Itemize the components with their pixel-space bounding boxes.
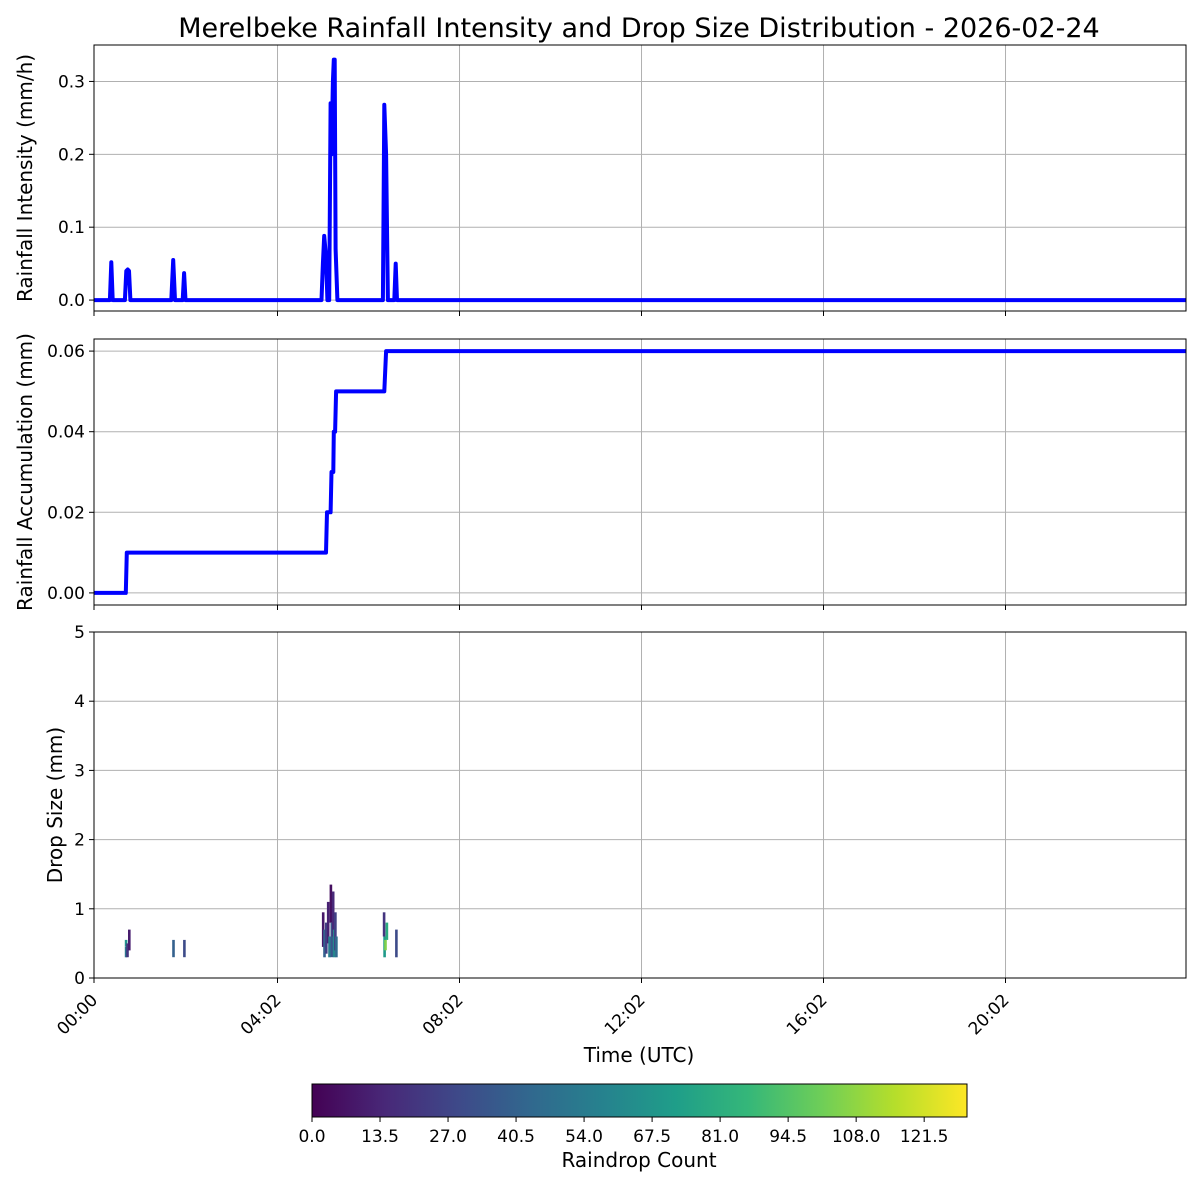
y-tick-label: 0.06 — [47, 342, 85, 362]
x-tick-label: 20:02 — [965, 990, 1014, 1039]
drop-size-cell — [385, 922, 389, 940]
y-tick-label: 0.02 — [47, 503, 85, 523]
drop-size-cell — [384, 939, 387, 951]
colorbar-gradient — [312, 1084, 967, 1117]
drop-size-cell — [124, 939, 128, 947]
drop-size-cell — [183, 939, 186, 958]
drop-size-cell — [331, 891, 335, 937]
drop-size-panel: 0 1 2 3 4 5 00:00 04:02 08:02 12:02 16:02 20:02 Drop… — [43, 623, 1187, 1039]
y-axis-label: Rainfall Intensity (mm/h) — [13, 54, 37, 302]
drop-size-cell — [126, 943, 129, 958]
y-axis-label: Rainfall Accumulation (mm) — [13, 333, 37, 611]
x-tick-label: 08:02 — [419, 990, 468, 1039]
drop-size-cell — [124, 946, 128, 958]
axes-frame — [93, 338, 1187, 606]
colorbar-tick-label: 67.5 — [633, 1127, 671, 1147]
axes-frame — [93, 631, 1187, 979]
drop-size-cell — [329, 884, 333, 923]
drop-size-cell — [328, 936, 331, 958]
intensity-line — [94, 57, 1186, 303]
axes-frame — [93, 44, 1187, 312]
y-tick-label: 0.0 — [58, 291, 85, 311]
drop-size-cell — [325, 922, 328, 954]
y-tick-label: 0.04 — [47, 423, 85, 443]
colorbar-tick-label: 27.0 — [429, 1127, 467, 1147]
x-tick-label: 04:02 — [237, 990, 286, 1039]
y-tick-label: 1 — [74, 900, 85, 920]
y-axis-label: Drop Size (mm) — [43, 727, 67, 883]
y-tick-label: 5 — [74, 623, 85, 643]
drop-size-cell — [334, 912, 337, 951]
drop-size-cell — [382, 912, 386, 937]
y-tick-label: 0.1 — [58, 218, 85, 238]
y-tick-label: 2 — [74, 831, 85, 851]
colorbar-tick-label: 94.5 — [769, 1127, 807, 1147]
colorbar-tick-label: 40.5 — [497, 1127, 535, 1147]
colorbar: 0.0 13.5 27.0 40.5 54.0 67.5 81.0 94.5 108.0 121.… — [298, 1083, 968, 1147]
figure-title: Merelbeke Rainfall Intensity and Drop Si… — [178, 13, 1099, 44]
colorbar-label: Raindrop Count — [561, 1148, 716, 1172]
drop-size-cell — [335, 936, 338, 958]
y-tick-label: 0.3 — [58, 72, 85, 92]
drop-size-cell — [332, 929, 336, 958]
colorbar-tick-label: 54.0 — [565, 1127, 603, 1147]
colorbar-tick-label: 81.0 — [701, 1127, 739, 1147]
intensity-panel: 0.0 0.1 0.2 0.3 Rainfall Intensity (mm/h) — [13, 44, 1187, 316]
colorbar-frame — [311, 1083, 968, 1118]
y-tick-label: 4 — [74, 692, 85, 712]
colorbar-tick-label: 0.0 — [298, 1127, 325, 1147]
drop-size-cell — [172, 939, 175, 958]
drop-size-cell — [395, 929, 398, 958]
drop-size-cell — [323, 929, 326, 958]
x-tick-label: 12:02 — [601, 990, 650, 1039]
drop-size-cell — [326, 901, 330, 944]
accumulation-line — [94, 349, 1186, 595]
colorbar-tick-label: 108.0 — [832, 1127, 881, 1147]
accumulation-panel: 0.00 0.02 0.04 0.06 Rainfall Accumulation (m… — [13, 333, 1187, 611]
y-tick-label: 3 — [74, 761, 85, 781]
y-tick-label: 0.00 — [47, 584, 85, 604]
x-tick-label: 00:00 — [53, 990, 102, 1039]
x-axis-label: Time (UTC) — [583, 1043, 695, 1067]
colorbar-tick-label: 13.5 — [361, 1127, 399, 1147]
drop-size-cell — [128, 929, 131, 951]
drop-size-cell — [330, 922, 334, 958]
y-tick-label: 0 — [74, 969, 85, 989]
x-tick-label: 16:02 — [783, 990, 832, 1039]
colorbar-tick-label: 121.5 — [900, 1127, 949, 1147]
y-tick-label: 0.2 — [58, 145, 85, 165]
